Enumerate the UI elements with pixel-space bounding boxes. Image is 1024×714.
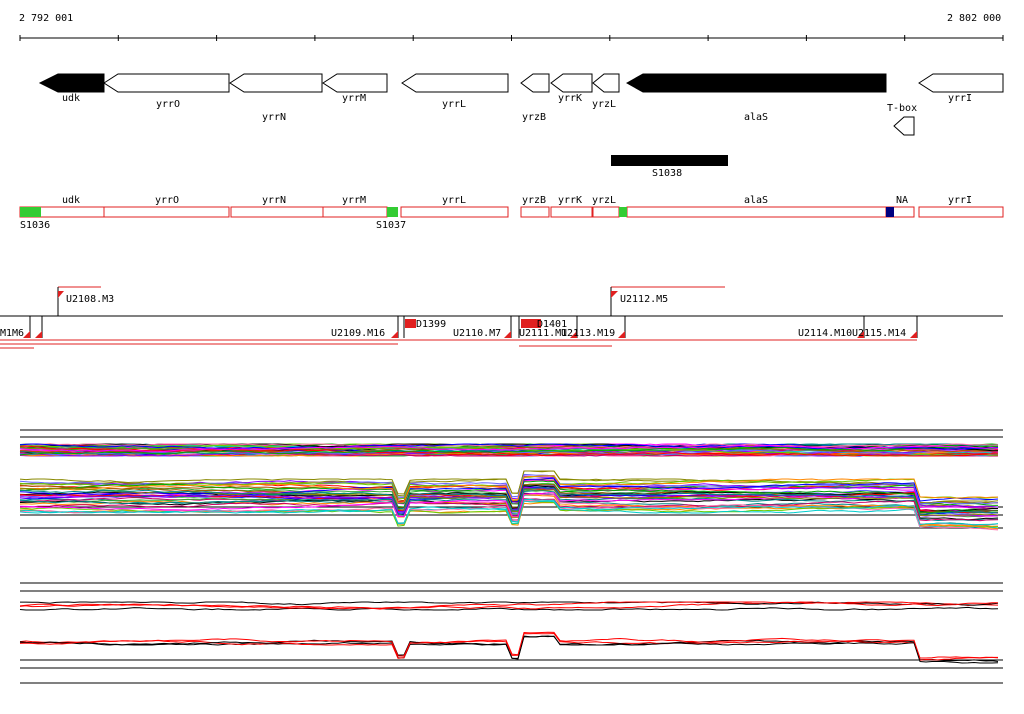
expression-panel-multicolor: [19, 429, 1003, 531]
gene-label-yrrK: yrrK: [558, 93, 582, 104]
gene-label-yrrL: yrrL: [442, 99, 466, 110]
gene-arrow-yrzL[interactable]: [592, 73, 620, 93]
annotation-box-yrrO[interactable]: [103, 206, 230, 218]
gene-label-udk: udk: [62, 93, 80, 104]
marker-green-S1037[interactable]: [387, 207, 398, 217]
gene-arrow-yrrN[interactable]: [229, 73, 323, 93]
annot-label-yrzL: yrzL: [592, 195, 616, 206]
annot-label-yrrK: yrrK: [558, 195, 582, 206]
marker-label-S1037: S1037: [376, 220, 406, 231]
gene-arrow-yrrM[interactable]: [322, 73, 388, 93]
annotation-box-yrrK[interactable]: [550, 206, 593, 218]
annot-label-yrzB: yrzB: [522, 195, 546, 206]
gene-label-alaS: alaS: [744, 112, 768, 123]
annot-label-yrrO: yrrO: [155, 195, 179, 206]
transcript-label-U2110.M7[interactable]: U2110.M7: [453, 328, 501, 339]
expression-panel-summary: [19, 582, 1003, 684]
gene-track: udk yrrO yrrN yrrM yrrL yrzB yrrK yrzL a…: [38, 73, 1004, 136]
gene-arrow-yrrO[interactable]: [103, 73, 230, 93]
gene-arrow-yrrI[interactable]: [918, 73, 1004, 93]
marker-label-S1036: S1036: [20, 220, 50, 231]
marker-green-alaS[interactable]: [619, 207, 627, 217]
annot-label-alaS: alaS: [744, 195, 768, 206]
gene-arrow-alaS[interactable]: [625, 73, 887, 93]
transcript-label-U2114.M10[interactable]: U2114.M10: [798, 328, 852, 339]
transcript-label-U2113.M19[interactable]: U2113.M19: [561, 328, 615, 339]
transcript-label-U2108.M3[interactable]: U2108.M3: [66, 294, 114, 305]
transcript-track: U2108.M3 U2112.M5: [0, 286, 1003, 349]
annotation-box-yrrL[interactable]: [400, 206, 509, 218]
gene-label-yrrM: yrrM: [342, 93, 366, 104]
gene-label-yrrO: yrrO: [156, 99, 180, 110]
feature-label-D1399[interactable]: D1399: [416, 319, 446, 330]
transcript-label-U2112.M5[interactable]: U2112.M5: [620, 294, 668, 305]
gene-arrow-yrrL[interactable]: [401, 73, 509, 93]
feature-label-D1401[interactable]: D1401: [537, 319, 567, 330]
annot-label-NA: NA: [896, 195, 908, 206]
annot-label-yrrM: yrrM: [342, 195, 366, 206]
marker-blue-NA[interactable]: [886, 207, 894, 217]
gene-arrow-T-box[interactable]: [893, 116, 915, 136]
marker-green-S1036[interactable]: [20, 207, 41, 217]
annot-label-yrrI: yrrI: [948, 195, 972, 206]
gene-label-yrrN: yrrN: [262, 112, 286, 123]
segment-label: S1038: [652, 168, 682, 179]
transcript-label-U2109.M16[interactable]: U2109.M16: [331, 328, 385, 339]
transcript-label-U2115.M14[interactable]: U2115.M14: [852, 328, 906, 339]
annotation-box-yrrM[interactable]: [322, 206, 388, 218]
transcript-label-U2111.M1[interactable]: U2111.M1: [519, 328, 567, 339]
annot-label-yrrN: yrrN: [262, 195, 286, 206]
transcript-label-M1M6[interactable]: M1M6: [0, 328, 24, 339]
gene-arrow-yrrK[interactable]: [550, 73, 593, 93]
feature-box-D1401[interactable]: [521, 319, 541, 328]
annotation-box-yrrN[interactable]: [230, 206, 324, 218]
annotation-box-alaS[interactable]: [626, 206, 887, 218]
annotation-box-yrzL[interactable]: [592, 206, 620, 218]
annot-label-yrrL: yrrL: [442, 195, 466, 206]
annotation-box-yrrI[interactable]: [918, 206, 1004, 218]
gene-label-yrzB: yrzB: [522, 112, 546, 123]
gene-arrow-yrzB[interactable]: [520, 73, 550, 93]
gene-label-yrrI: yrrI: [948, 93, 972, 104]
gene-label-T-box: T-box: [887, 103, 917, 114]
annot-label-udk: udk: [62, 195, 80, 206]
ruler-end-label: 2 802 000: [947, 13, 1002, 24]
coordinate-ruler: [19, 35, 1004, 41]
gene-arrow-udk[interactable]: [38, 73, 105, 93]
feature-box-D1399[interactable]: [405, 319, 416, 328]
ruler-start-label: 2 792 001: [19, 13, 74, 24]
gene-label-yrzL: yrzL: [592, 99, 616, 110]
segment-bar-S1038[interactable]: [611, 155, 728, 166]
annotation-box-yrzB[interactable]: [520, 206, 550, 218]
annotation-track: [19, 206, 1004, 218]
